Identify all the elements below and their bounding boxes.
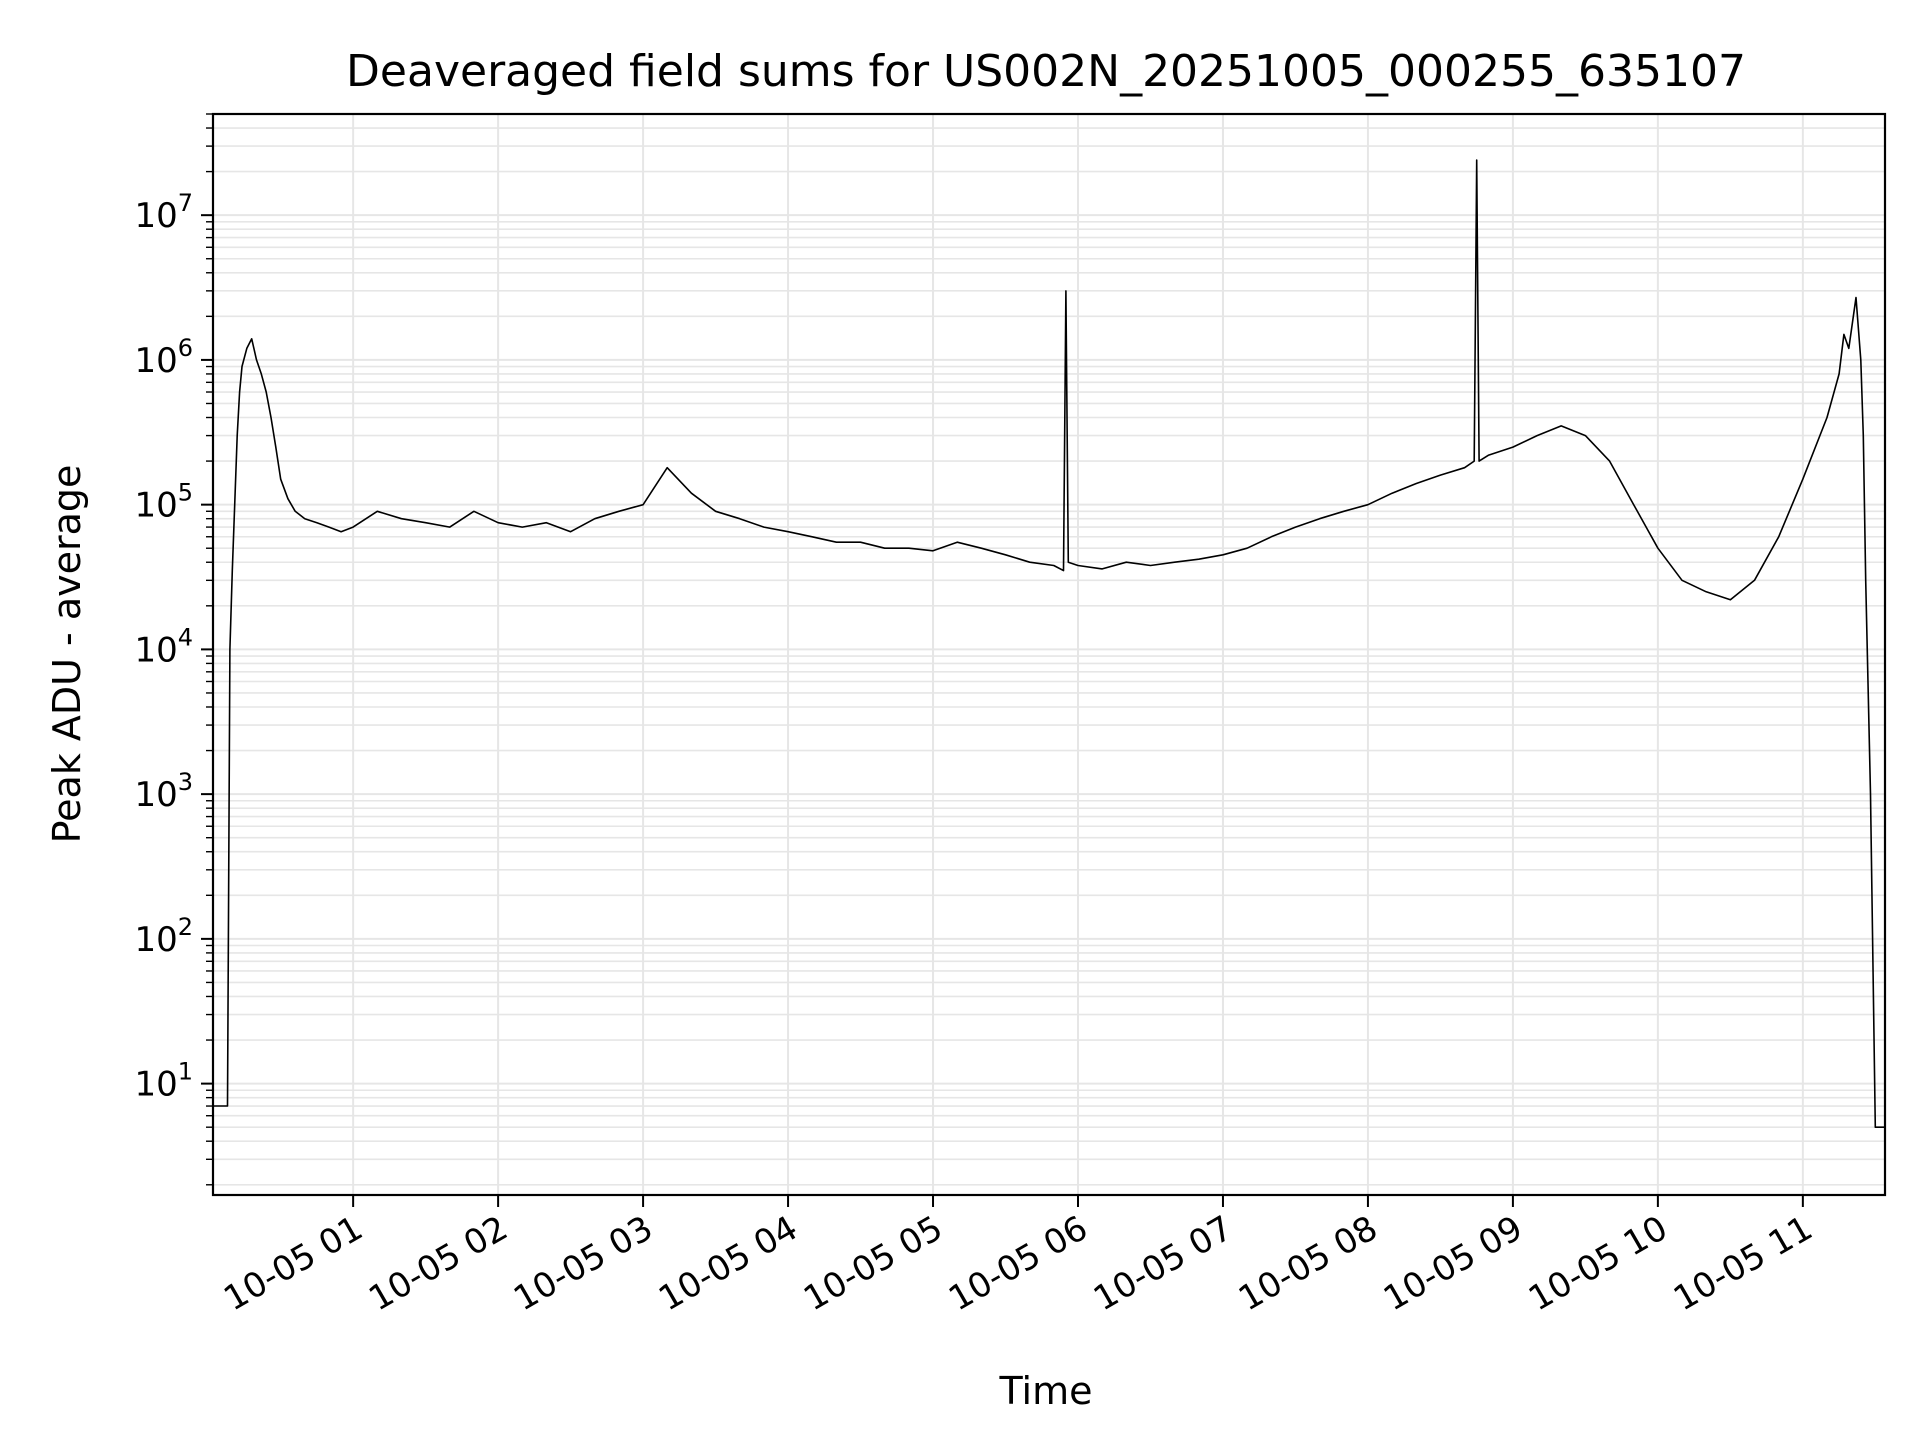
grid xyxy=(213,113,1885,1195)
y-tick-label: 105 xyxy=(134,479,193,526)
x-tick-label: 10-05 01 xyxy=(217,1208,369,1319)
x-tick-label: 10-05 09 xyxy=(1377,1208,1529,1319)
plot-frame xyxy=(211,112,1887,1197)
x-tick-label: 10-05 06 xyxy=(942,1208,1094,1319)
y-axis-label: Peak ADU - average xyxy=(45,465,89,844)
y-tick-label: 103 xyxy=(134,768,193,815)
x-axis-label: Time xyxy=(999,1369,1093,1413)
y-tick-label: 107 xyxy=(134,189,193,236)
x-tick-label: 10-05 03 xyxy=(507,1208,659,1319)
x-tick-label: 10-05 04 xyxy=(652,1208,804,1319)
x-tick-label: 10-05 07 xyxy=(1087,1208,1239,1319)
y-tick-labels: 101 102 103 104 105 106 107 xyxy=(134,189,193,1104)
minor-ticks xyxy=(206,113,213,1186)
x-tick-label: 10-05 11 xyxy=(1667,1208,1819,1319)
x-tick-label: 10-05 10 xyxy=(1522,1208,1674,1319)
ticks xyxy=(201,214,1804,1207)
chart-title: Deaveraged field sums for US002N_2025100… xyxy=(346,46,1746,97)
y-tick-label: 106 xyxy=(134,334,193,381)
y-tick-label: 101 xyxy=(134,1058,193,1105)
plot-background xyxy=(213,114,1885,1195)
x-tick-label: 10-05 05 xyxy=(797,1208,949,1319)
series-line xyxy=(213,159,1885,1128)
y-tick-label: 104 xyxy=(134,623,193,670)
y-tick-label: 102 xyxy=(134,913,193,960)
x-tick-label: 10-05 08 xyxy=(1232,1208,1384,1319)
x-tick-label: 10-05 02 xyxy=(362,1208,514,1319)
